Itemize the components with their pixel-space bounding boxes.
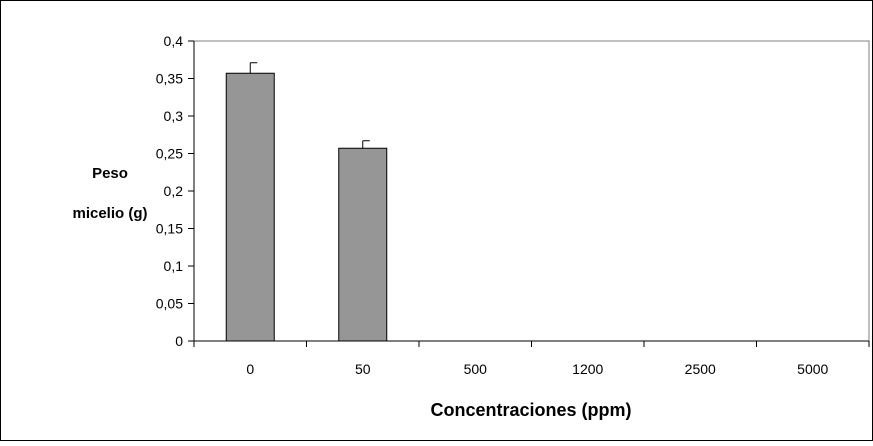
plot-area xyxy=(193,40,870,342)
x-tick-label: 2500 xyxy=(685,361,716,377)
y-tick-label: 0,25 xyxy=(156,146,183,162)
tick-labels-layer: 0 0,05 0,1 0,15 0,2 0,25 0,3 0,35 0,4 0 50 500 1200 2… xyxy=(156,33,829,377)
y-tick-label: 0,4 xyxy=(164,33,184,49)
y-tick-label: 0 xyxy=(175,333,183,349)
x-axis-label: Concentraciones (ppm) xyxy=(430,400,631,420)
y-tick-label: 0,35 xyxy=(156,71,183,87)
x-tick-label: 500 xyxy=(464,361,488,377)
x-tick-label: 1200 xyxy=(572,361,603,377)
x-tick-label: 5000 xyxy=(797,361,828,377)
y-tick-label: 0,05 xyxy=(156,296,183,312)
x-tick-label: 0 xyxy=(246,361,254,377)
error-bar-0 xyxy=(249,62,258,74)
y-tick-label: 0,1 xyxy=(164,258,184,274)
axes-layer xyxy=(188,40,870,347)
y-tick-label: 0,2 xyxy=(164,183,184,199)
error-bars-layer xyxy=(249,62,370,149)
x-tick-label: 50 xyxy=(355,361,371,377)
y-axis-label-line-1: Peso xyxy=(92,165,128,182)
y-tick-label: 0,3 xyxy=(164,108,184,124)
bar-50 xyxy=(338,147,388,342)
error-bar-50 xyxy=(362,140,370,149)
y-tick-label: 0,15 xyxy=(156,221,183,237)
bar-0 xyxy=(225,72,275,342)
y-axis-label-line-2: micelio (g) xyxy=(72,205,147,222)
